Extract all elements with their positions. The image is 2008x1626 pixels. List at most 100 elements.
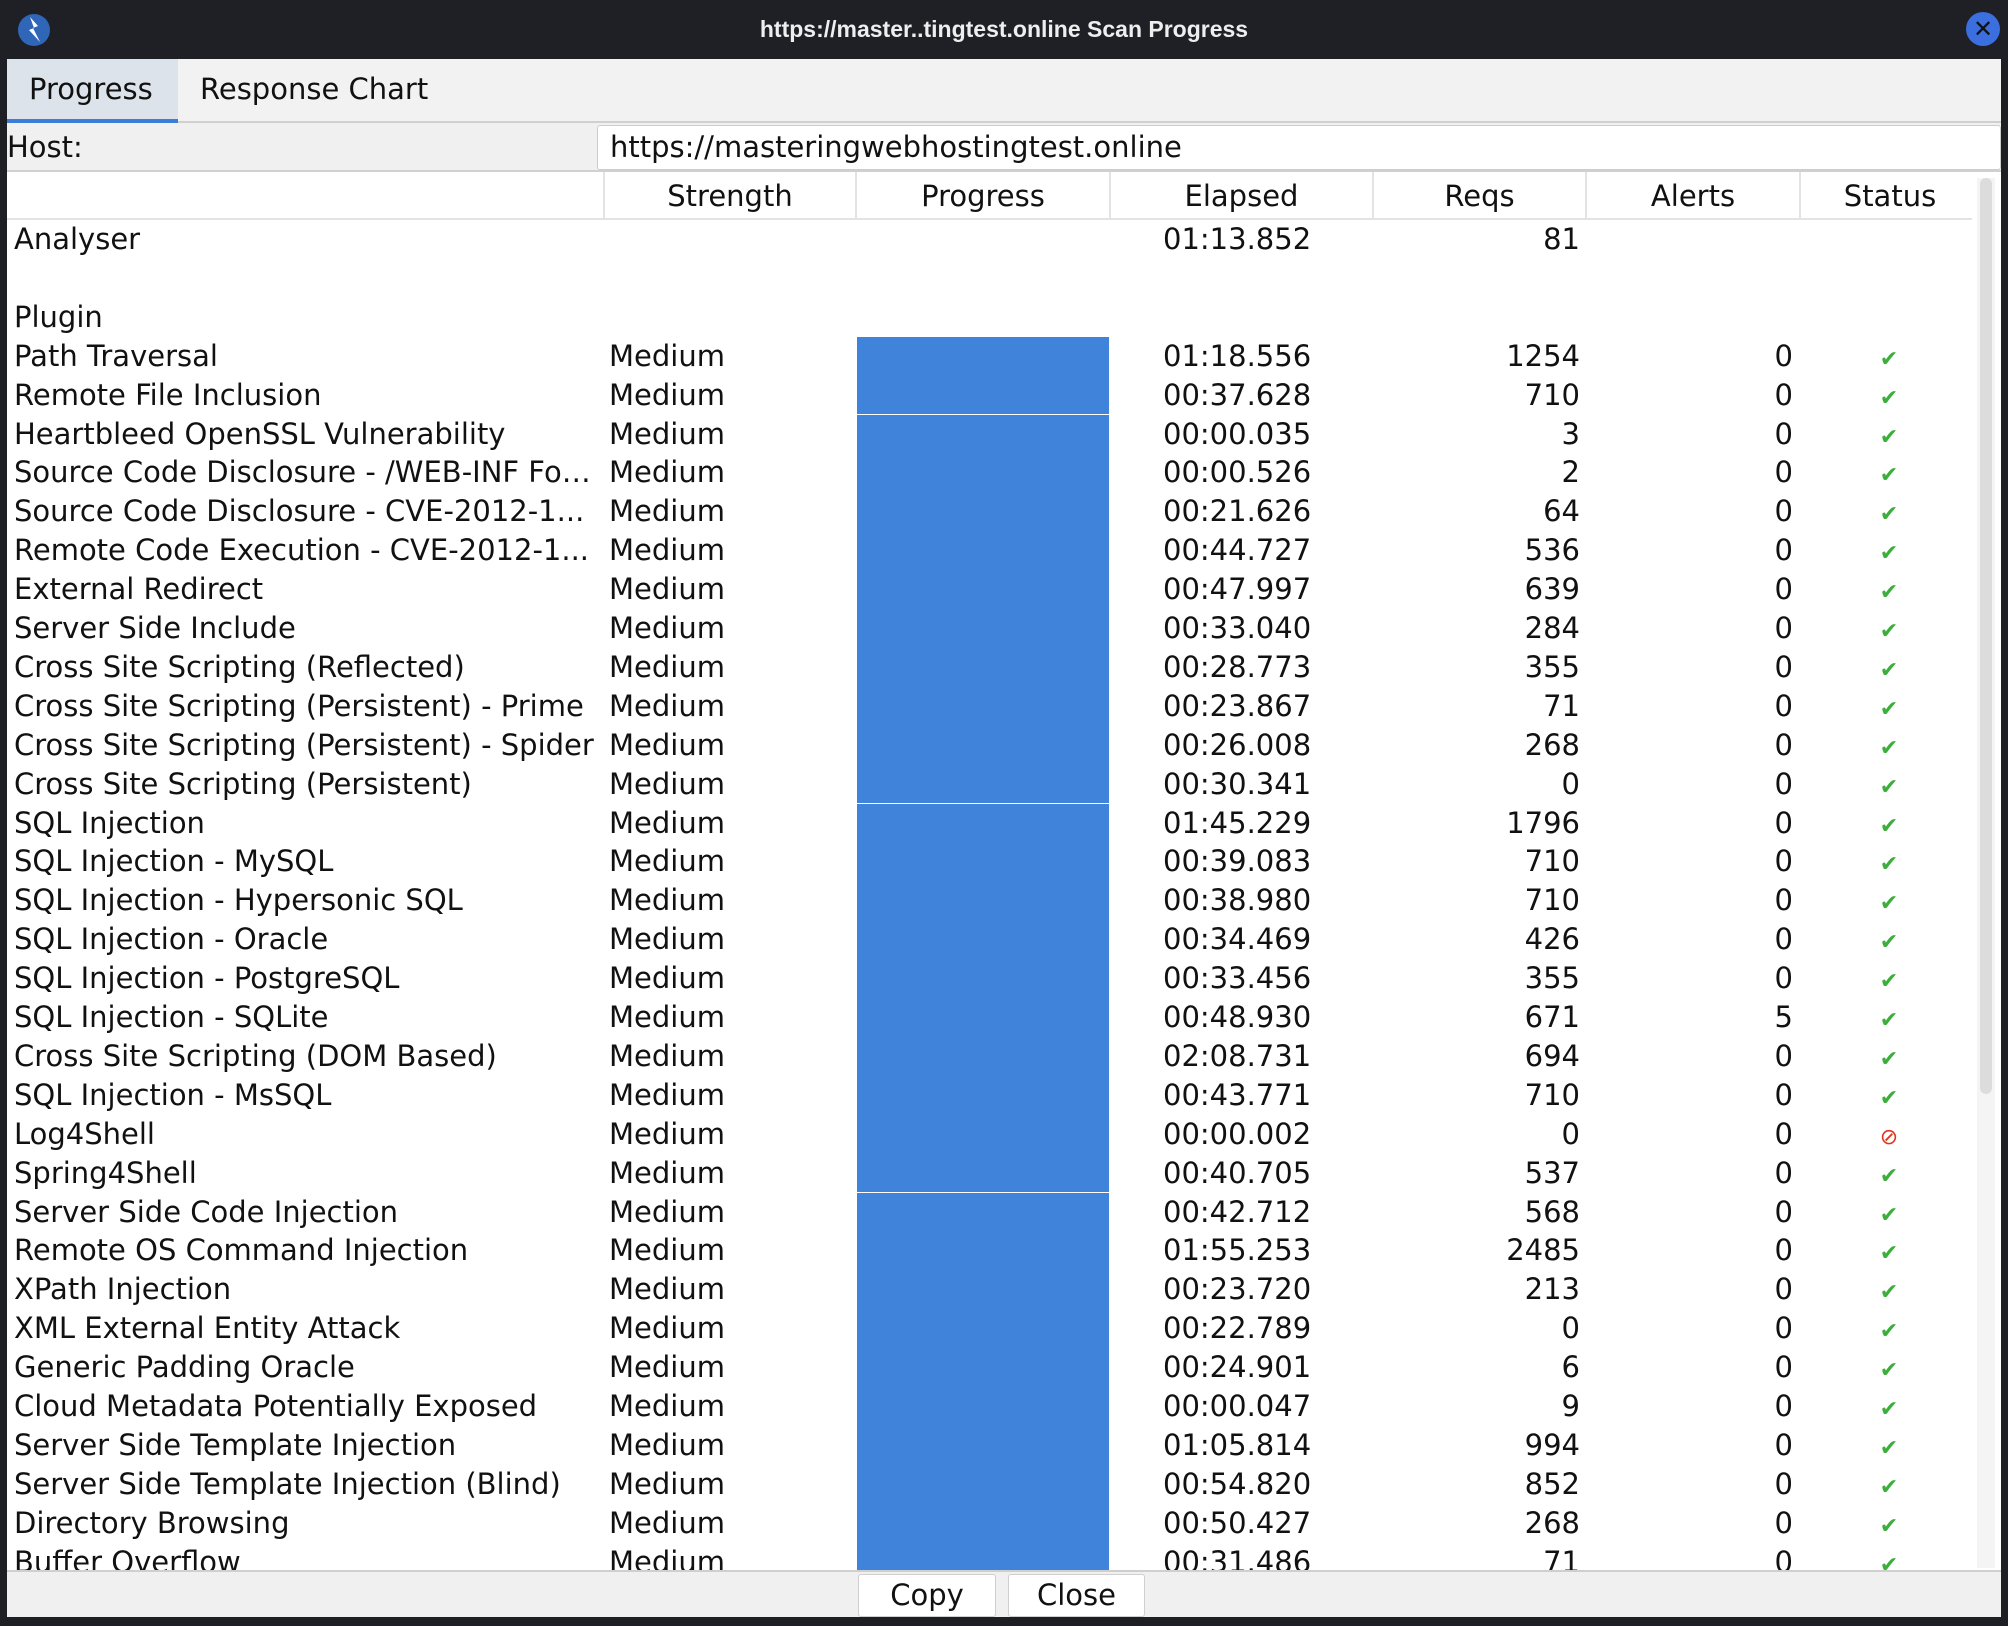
progress-bar: [857, 998, 1109, 1037]
table-row[interactable]: Path Traversal Medium 01:18.556 1254 0 ✔: [7, 336, 1972, 376]
progress-bar: [857, 336, 1109, 376]
column-header-reqs[interactable]: Reqs: [1372, 172, 1585, 220]
analyser-reqs: 81: [1543, 222, 1580, 256]
plugin-status: ✔: [1799, 1076, 1979, 1115]
plugin-name: XPath Injection: [14, 1272, 232, 1307]
table-row[interactable]: Remote File Inclusion Medium 00:37.628 710 0…: [7, 375, 1972, 415]
plugin-name: Generic Padding Oracle: [14, 1350, 355, 1385]
check-icon: ✔: [1879, 657, 1899, 683]
table-row[interactable]: SQL Injection - SQLite Medium 00:48.930 671…: [7, 998, 1972, 1037]
column-header-progress[interactable]: Progress: [855, 172, 1109, 220]
plugin-status: ✔: [1799, 959, 1979, 998]
plugin-reqs: 0: [1561, 1311, 1580, 1346]
tab-response-chart[interactable]: Response Chart: [200, 72, 429, 106]
progress-bar: [857, 492, 1109, 532]
title-bar: https://master..tingtest.online Scan Pro…: [0, 0, 2008, 59]
plugin-reqs: 710: [1524, 844, 1580, 879]
column-header-status[interactable]: Status: [1799, 172, 1979, 220]
plugin-strength: Medium: [609, 572, 725, 607]
plugin-elapsed: 00:00.035: [1163, 416, 1312, 451]
table-row[interactable]: Log4Shell Medium 00:00.002 0 0 ⊘: [7, 1114, 1972, 1154]
plugin-status: ✔: [1799, 570, 1979, 609]
table-row[interactable]: Server Side Code Injection Medium 00:42.71…: [7, 1192, 1972, 1232]
plugin-reqs: 1796: [1506, 805, 1580, 840]
plugin-strength: Medium: [609, 1000, 725, 1034]
table-row[interactable]: Generic Padding Oracle Medium 00:24.901 6 0 ✔: [7, 1348, 1972, 1387]
tab-progress[interactable]: Progress: [7, 59, 178, 123]
plugin-reqs: 694: [1524, 1038, 1580, 1073]
table-row[interactable]: Buffer Overflow Medium 00:31.486 71 0 ✔: [7, 1542, 1972, 1570]
vertical-scrollbar[interactable]: [1977, 178, 1995, 1568]
table-row[interactable]: SQL Injection - MySQL Medium 00:39.083 710 0…: [7, 842, 1972, 882]
copy-button[interactable]: Copy: [858, 1574, 996, 1617]
plugin-name: SQL Injection - SQLite: [14, 1000, 329, 1034]
plugin-strength: Medium: [609, 377, 725, 412]
table-row[interactable]: Source Code Disclosure - CVE-2012-1... Me…: [7, 492, 1972, 532]
window-close-button[interactable]: ✕: [1966, 12, 2000, 46]
close-button[interactable]: Close: [1008, 1574, 1145, 1617]
plugin-name: Buffer Overflow: [14, 1544, 241, 1570]
plugin-name: Cross Site Scripting (DOM Based): [14, 1038, 497, 1073]
plugin-reqs: 9: [1561, 1389, 1580, 1423]
table-row[interactable]: Heartbleed OpenSSL Vulnerability Medium 00…: [7, 414, 1972, 454]
plugin-name: Remote File Inclusion: [14, 377, 322, 412]
table-row[interactable]: Cloud Metadata Potentially Exposed Medium…: [7, 1387, 1972, 1426]
host-field[interactable]: https://masteringwebhostingtest.online: [597, 125, 2001, 170]
plugin-status: ✔: [1799, 804, 1979, 843]
table-row[interactable]: Server Side Template Injection (Blind) Me…: [7, 1464, 1972, 1504]
table-row[interactable]: Server Side Include Medium 00:33.040 284 0 ✔: [7, 609, 1972, 648]
plugin-reqs: 64: [1543, 494, 1580, 529]
table-row[interactable]: SQL Injection Medium 01:45.229 1796 0 ✔: [7, 803, 1972, 843]
check-icon: ✔: [1879, 696, 1899, 722]
tab-bar: Progress Response Chart: [7, 59, 2001, 123]
table-row[interactable]: Cross Site Scripting (DOM Based) Medium 02…: [7, 1036, 1972, 1076]
plugin-alerts: 0: [1774, 727, 1793, 762]
progress-bar: [857, 1387, 1109, 1426]
table-row[interactable]: Cross Site Scripting (Persistent) Medium 0…: [7, 764, 1972, 804]
table-row[interactable]: SQL Injection - PostgreSQL Medium 00:33.45…: [7, 959, 1972, 998]
table-row[interactable]: Cross Site Scripting (Reflected) Medium 00…: [7, 647, 1972, 687]
table-row[interactable]: External Redirect Medium 00:47.997 639 0 ✔: [7, 570, 1972, 609]
table-row[interactable]: SQL Injection - Oracle Medium 00:34.469 426…: [7, 920, 1972, 960]
table-row[interactable]: SQL Injection - MsSQL Medium 00:43.771 710 0…: [7, 1075, 1972, 1115]
prohibited-icon: ⊘: [1879, 1124, 1899, 1150]
plugin-alerts: 0: [1774, 1389, 1793, 1423]
plugin-reqs: 710: [1524, 1077, 1580, 1112]
progress-bar: [857, 842, 1109, 882]
plugin-strength: Medium: [609, 1466, 725, 1501]
plugin-status: ✔: [1799, 687, 1979, 726]
table-row[interactable]: Source Code Disclosure - /WEB-INF Fol...…: [7, 453, 1972, 493]
progress-bar: [857, 609, 1109, 648]
column-header-strength[interactable]: Strength: [603, 172, 855, 220]
analyser-row[interactable]: Analyser 01:13.852 81: [7, 220, 1972, 259]
plugin-elapsed: 00:00.526: [1163, 455, 1312, 490]
plugin-elapsed: 00:23.867: [1163, 688, 1312, 723]
column-header-alerts[interactable]: Alerts: [1585, 172, 1799, 220]
plugin-name: Cross Site Scripting (Reflected): [14, 649, 465, 684]
plugin-reqs: 268: [1524, 1505, 1580, 1540]
table-row[interactable]: Directory Browsing Medium 00:50.427 268 0 ✔: [7, 1503, 1972, 1543]
plugin-elapsed: 00:23.720: [1163, 1272, 1312, 1307]
table-row[interactable]: Remote Code Execution - CVE-2012-1... Med…: [7, 531, 1972, 571]
table-row[interactable]: XPath Injection Medium 00:23.720 213 0 ✔: [7, 1270, 1972, 1310]
plugin-elapsed: 00:00.047: [1163, 1389, 1312, 1423]
plugin-name: SQL Injection - MySQL: [14, 844, 334, 879]
check-icon: ✔: [1879, 580, 1899, 606]
table-row[interactable]: SQL Injection - Hypersonic SQL Medium 00:3…: [7, 881, 1972, 921]
table-row[interactable]: Cross Site Scripting (Persistent) - Prim…: [7, 686, 1972, 726]
plugin-alerts: 0: [1774, 1194, 1793, 1229]
table-row[interactable]: XML External Entity Attack Medium 00:22.78…: [7, 1309, 1972, 1349]
host-label: Host:: [7, 130, 83, 164]
plugin-alerts: 0: [1774, 1038, 1793, 1073]
table-row[interactable]: Remote OS Command Injection Medium 01:55.2…: [7, 1231, 1972, 1271]
table-row[interactable]: Server Side Template Injection Medium 01:0…: [7, 1425, 1972, 1465]
table-row[interactable]: Spring4Shell Medium 00:40.705 537 0 ✔: [7, 1153, 1972, 1193]
progress-bar: [857, 647, 1109, 687]
plugin-strength: Medium: [609, 1155, 725, 1190]
plugin-reqs: 2: [1561, 455, 1580, 490]
column-header-elapsed[interactable]: Elapsed: [1109, 172, 1372, 220]
plugin-reqs: 71: [1543, 688, 1580, 723]
scrollbar-thumb[interactable]: [1980, 178, 1992, 1094]
table-row[interactable]: Cross Site Scripting (Persistent) - Spid…: [7, 725, 1972, 765]
plugin-name: SQL Injection: [14, 805, 205, 840]
